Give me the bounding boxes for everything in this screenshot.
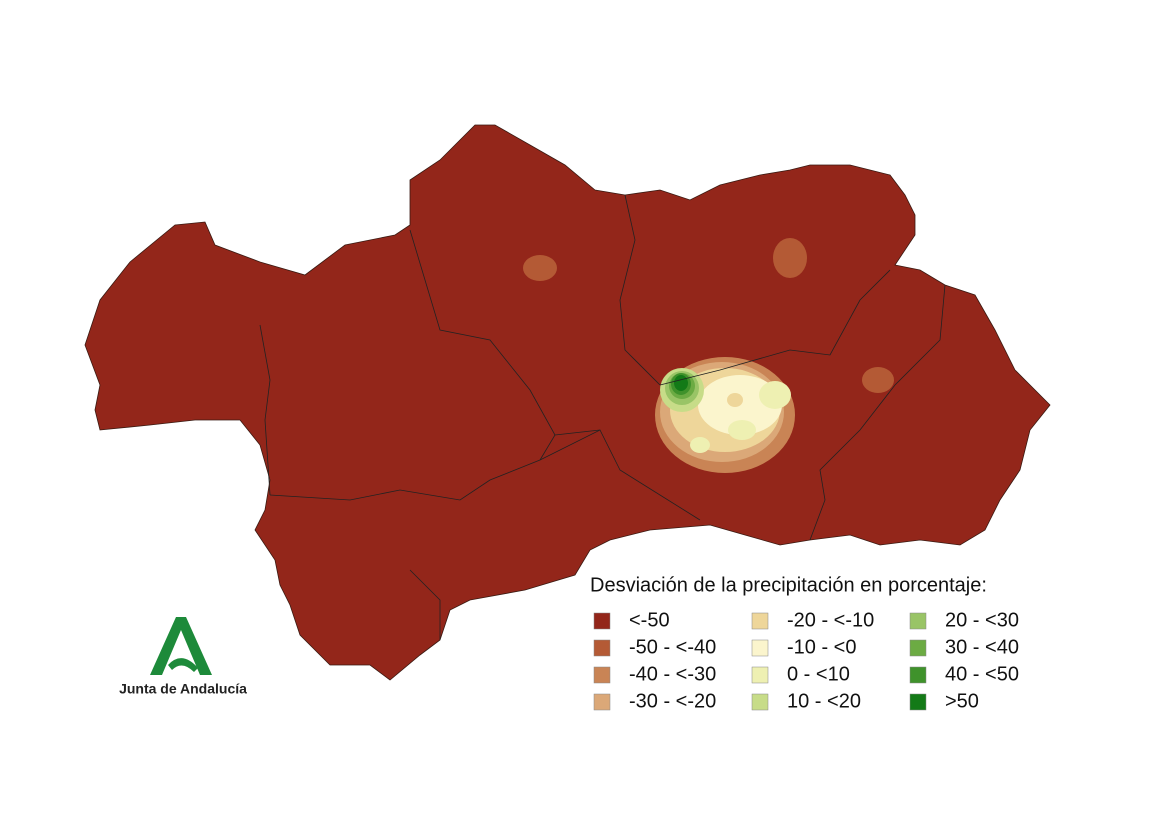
anomaly-area <box>674 375 688 391</box>
legend-swatch <box>909 639 927 657</box>
province-borders <box>259 194 946 640</box>
legend-label: 40 - <50 <box>945 663 1019 685</box>
logo-mark <box>168 658 198 672</box>
legend-label: -50 - <-40 <box>629 636 716 658</box>
logo-mark <box>150 617 212 675</box>
legend: <-50 -50 - <-40 -40 - <-30 -30 - <-20 -20 - … <box>593 609 1019 712</box>
legend-label: 30 - <40 <box>945 636 1019 658</box>
legend-title: Desviación de la precipitación en porcen… <box>590 574 987 596</box>
legend-swatch <box>593 612 611 630</box>
anomaly-area <box>523 255 557 281</box>
legend-label: 10 - <20 <box>787 690 861 712</box>
anomaly-area <box>728 420 756 440</box>
anomaly-area <box>690 437 710 453</box>
legend-label: -10 - <0 <box>787 636 856 658</box>
legend-label: >50 <box>945 690 979 712</box>
legend-swatch <box>751 612 769 630</box>
legend-swatch <box>909 693 927 711</box>
legend-swatch <box>593 639 611 657</box>
anomaly-area <box>727 393 743 407</box>
logo-text: Junta de Andalucía <box>119 681 247 697</box>
legend-swatch <box>751 666 769 684</box>
legend-label: 0 - <10 <box>787 663 850 685</box>
anomaly-areas <box>523 238 894 473</box>
region-shape <box>84 124 1051 681</box>
legend-swatch <box>751 693 769 711</box>
legend-label: 20 - <30 <box>945 609 1019 631</box>
legend-label: <-50 <box>629 609 670 631</box>
anomaly-area <box>773 238 807 278</box>
legend-swatch <box>593 693 611 711</box>
legend-swatch <box>593 666 611 684</box>
legend-swatch <box>909 666 927 684</box>
anomaly-area <box>862 367 894 393</box>
legend-label: -30 - <-20 <box>629 690 716 712</box>
legend-swatch <box>909 612 927 630</box>
logo: Junta de Andalucía <box>119 617 247 697</box>
legend-label: -20 - <-10 <box>787 609 874 631</box>
anomaly-area <box>759 381 791 409</box>
legend-label: -40 - <-30 <box>629 663 716 685</box>
legend-swatch <box>751 639 769 657</box>
